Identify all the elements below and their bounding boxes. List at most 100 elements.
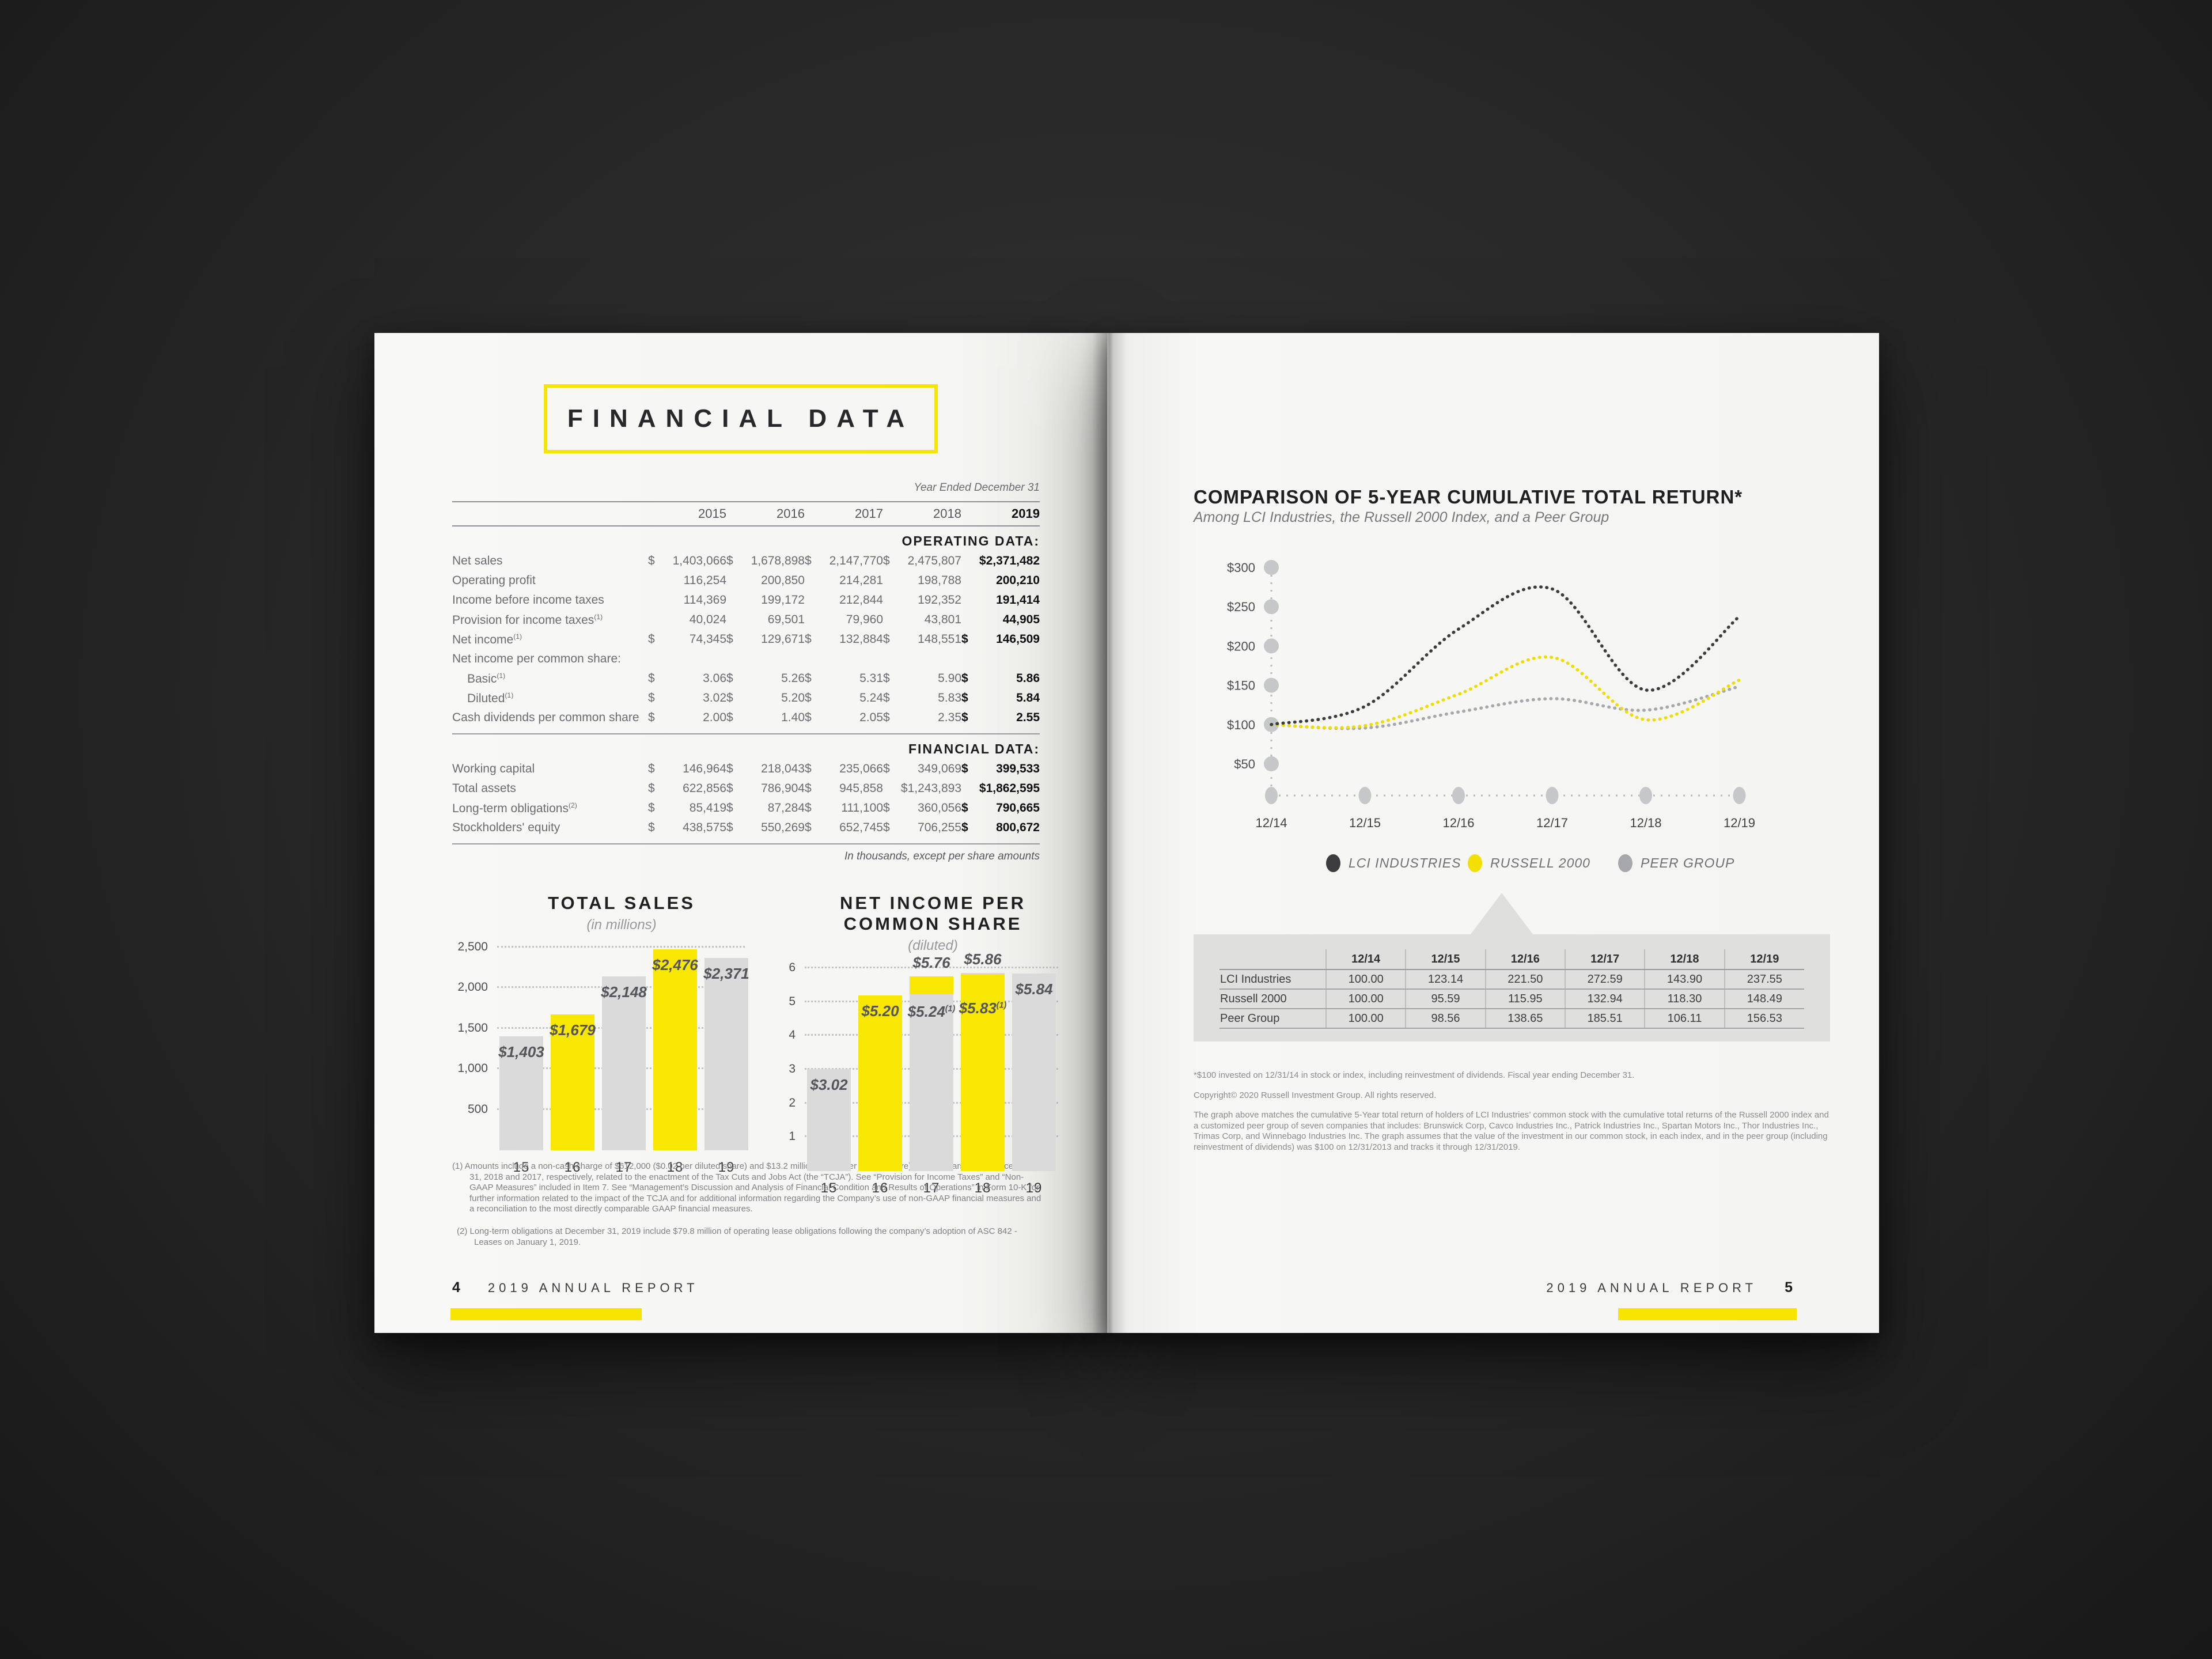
footnote-graph-description: The graph above matches the cumulative 5…: [1194, 1110, 1829, 1152]
bar: [499, 1036, 543, 1150]
y-tick-marker: [1264, 560, 1279, 575]
bar-value-label: $5.24(1): [907, 1003, 956, 1021]
currency-value: $111,100: [805, 801, 883, 815]
value-cell: $87,284: [726, 798, 805, 818]
y-axis-label: 1,000: [457, 1062, 488, 1075]
date-header: 12/16: [1484, 949, 1565, 970]
bar-value-label: $5.20: [861, 1002, 899, 1020]
y-axis-label: 3: [789, 1062, 796, 1075]
bar-value-label: $5.83(1): [959, 999, 1007, 1017]
row-label: Net income(1): [452, 632, 522, 646]
value-cell: 200,850: [761, 574, 805, 587]
value-cell: 148.49: [1724, 989, 1804, 1009]
table-row: Operating profit 116,254 200,850 214,281 198…: [452, 571, 1040, 590]
year-header: 2016: [726, 502, 805, 527]
chart-title: NET INCOME PER COMMON SHARE: [840, 893, 1026, 934]
currency-value: $790,665: [961, 801, 1040, 815]
bar-segment-yellow: [961, 974, 1005, 1171]
amount: 5.86: [1016, 672, 1040, 685]
date-header: 12/14: [1325, 949, 1406, 970]
currency-value: $5.24: [805, 691, 883, 705]
row-label: Russell 2000: [1219, 989, 1326, 1009]
date-header: 12/19: [1724, 949, 1804, 970]
amount: 218,043: [761, 762, 805, 775]
value-cell: [961, 649, 1040, 669]
section-heading: OPERATING DATA:: [902, 533, 1040, 548]
value-cell: $146,964: [648, 759, 726, 779]
table-row: Russell 2000 100.00 95.59 115.95 132.94 118.3…: [1219, 989, 1804, 1009]
value-cell: [648, 649, 726, 669]
row-label: LCI Industries: [1219, 969, 1326, 990]
value-cell: $218,043: [726, 759, 805, 779]
currency-sign: $: [883, 821, 890, 834]
amount: 3.06: [703, 672, 726, 685]
currency-value: $148,551: [883, 632, 961, 646]
row-label: Income before income taxes: [452, 593, 604, 607]
amount: 2.00: [703, 711, 726, 724]
amount: 5.31: [859, 672, 883, 685]
legend-item-peer: PEER GROUP: [1618, 854, 1734, 872]
table-header: 12/14 12/15 12/16 12/17 12/18 12/19: [1219, 949, 1804, 970]
gridline: 6: [789, 961, 1058, 974]
table-row: Basic(1) $3.06 $5.26 $5.31 $5.90 $5.86: [452, 669, 1040, 688]
currency-sign: $: [805, 821, 812, 834]
value-cell: 198,788: [918, 574, 961, 587]
row-label: Net sales: [452, 554, 503, 567]
value-cell: $111,100: [805, 798, 883, 818]
value-cell: 115.95: [1484, 989, 1565, 1009]
value-cell: 106.11: [1644, 1009, 1725, 1029]
table-row: Stockholders' equity $438,575 $550,269 $652…: [452, 818, 1040, 844]
value-cell: $1,243,893: [900, 782, 961, 795]
section-heading-row: FINANCIAL DATA:: [452, 734, 1040, 759]
row-label: Long-term obligations(2): [452, 801, 577, 815]
chart-title: TOTAL SALES: [548, 893, 695, 913]
page-number: 4: [452, 1279, 460, 1296]
value-cell: 40,024: [689, 613, 726, 626]
legend-item-lci: LCI INDUSTRIES: [1326, 854, 1461, 872]
x-axis-label: 15: [513, 1160, 530, 1175]
amount: 3.02: [703, 691, 726, 704]
value-cell: 138.65: [1484, 1009, 1565, 1029]
currency-value: $706,255: [883, 821, 961, 835]
currency-sign: $: [805, 672, 812, 685]
footer-label: 2019 ANNUAL REPORT: [487, 1281, 699, 1295]
amount: 790,665: [996, 801, 1040, 815]
row-label: Peer Group: [1219, 1009, 1326, 1029]
amount: 5.83: [938, 691, 961, 704]
bar: [807, 1069, 851, 1171]
page-title-box: FINANCIAL DATA: [544, 384, 938, 453]
currency-sign: $: [805, 711, 812, 724]
currency-value: $2,147,770: [805, 554, 883, 568]
currency-sign: $: [961, 691, 968, 704]
x-axis-label: 17: [615, 1160, 632, 1175]
series-curve-lci-industries: [1270, 585, 1741, 726]
currency-sign: $: [726, 782, 733, 795]
table-row: Total assets $622,856 $786,904 $945,858 $1,2…: [452, 779, 1040, 798]
amount: 5.84: [1016, 691, 1040, 704]
value-cell: $74,345: [648, 630, 726, 649]
value-cell: [805, 649, 883, 669]
y-tick-marker: [1264, 599, 1279, 615]
y-axis-label: 2: [789, 1096, 796, 1109]
currency-value: $622,856: [648, 782, 726, 796]
bar: [910, 976, 953, 1171]
value-cell: $85,419: [648, 798, 726, 818]
bar-segment-gray: [499, 1036, 543, 1150]
currency-value: $550,269: [726, 821, 805, 835]
amount: 1,403,066: [672, 554, 726, 567]
year-header: 2018: [883, 502, 961, 527]
currency-sign: $: [726, 821, 733, 834]
net-income-chart: NET INCOME PER COMMON SHARE (diluted) 6 5…: [770, 893, 1061, 1196]
year-header: 2019: [961, 502, 1040, 527]
y-tick-marker: [1264, 756, 1279, 771]
currency-value: $74,345: [648, 632, 726, 646]
financial-table: 2015 2016 2017 2018 2019 OPERATING DATA: Net s…: [452, 501, 1040, 844]
amount: 74,345: [689, 632, 726, 646]
bar-top-label: $5.76: [912, 954, 950, 972]
value-cell: 43,801: [924, 613, 961, 626]
amount: 5.24: [859, 691, 883, 704]
legend-label: LCI INDUSTRIES: [1349, 855, 1461, 870]
table-body: OPERATING DATA: Net sales $1,403,066 $1,678…: [452, 526, 1040, 844]
currency-sign: $: [726, 632, 733, 646]
